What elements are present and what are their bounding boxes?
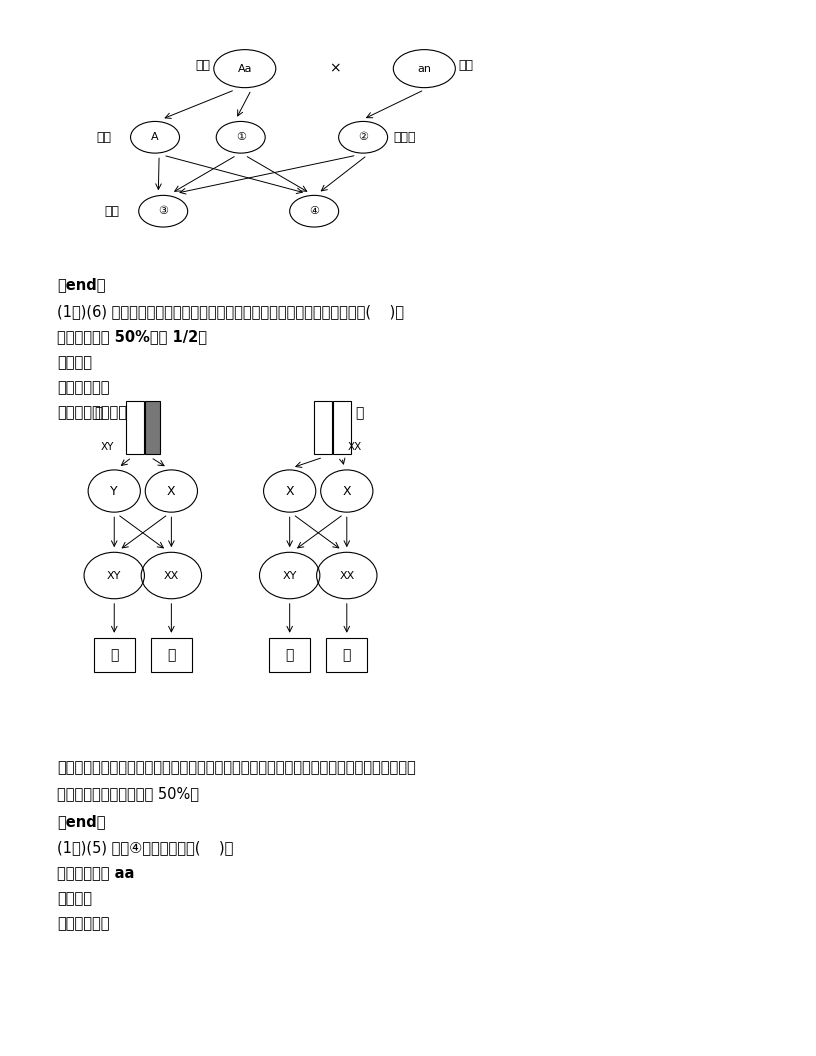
Text: 女: 女 [356, 406, 364, 420]
Text: 【标准答案】 aa: 【标准答案】 aa [57, 866, 135, 881]
Text: 个孩子，是女孩的概率是 50%。: 个孩子，是女孩的概率是 50%。 [57, 786, 199, 800]
FancyBboxPatch shape [314, 401, 332, 454]
Text: ②: ② [358, 132, 368, 143]
Text: XY: XY [107, 570, 122, 581]
FancyBboxPatch shape [269, 638, 310, 672]
Text: 从图中也可以看出每次生男生女的概率是相等的。因此该对夫妇已生育了两个男孩，再生育一: 从图中也可以看出每次生男生女的概率是相等的。因此该对夫妇已生育了两个男孩，再生育… [57, 760, 416, 775]
Text: 【解析】: 【解析】 [57, 891, 92, 906]
Text: 女: 女 [167, 647, 175, 662]
Text: 【参考答案】 50%（或 1/2）: 【参考答案】 50%（或 1/2） [57, 329, 207, 344]
Text: 【解析】: 【解析】 [57, 355, 92, 370]
Text: 卵细胞: 卵细胞 [393, 131, 416, 144]
Text: ×: × [329, 61, 340, 76]
Text: X: X [343, 485, 351, 497]
Text: 【end】: 【end】 [57, 814, 105, 829]
Text: (1分)(5) 子女④的基因组成是(    )。: (1分)(5) 子女④的基因组成是( )。 [57, 841, 233, 855]
Text: 妻子: 妻子 [459, 59, 473, 72]
Text: Aa: Aa [237, 63, 252, 74]
Text: ①: ① [236, 132, 246, 143]
Text: 女: 女 [343, 647, 351, 662]
FancyBboxPatch shape [333, 401, 351, 454]
Text: A: A [151, 132, 159, 143]
Text: 男: 男 [94, 406, 102, 420]
FancyBboxPatch shape [94, 638, 135, 672]
Text: X: X [167, 485, 175, 497]
Text: 丈夫: 丈夫 [196, 59, 211, 72]
Text: 【解题过程】: 【解题过程】 [57, 917, 109, 931]
Text: ③: ③ [158, 206, 168, 216]
Text: Y: Y [110, 485, 118, 497]
Text: 【end】: 【end】 [57, 277, 105, 291]
FancyBboxPatch shape [326, 638, 367, 672]
Text: XX: XX [348, 441, 361, 452]
Text: XX: XX [164, 570, 179, 581]
Text: 男: 男 [286, 647, 294, 662]
FancyBboxPatch shape [145, 401, 160, 454]
Text: XY: XY [100, 441, 113, 452]
Text: XX: XX [339, 570, 354, 581]
Text: 男: 男 [110, 647, 118, 662]
FancyBboxPatch shape [126, 401, 144, 454]
Text: an: an [417, 63, 432, 74]
Text: 精子: 精子 [96, 131, 111, 144]
FancyBboxPatch shape [151, 638, 192, 672]
Text: XY: XY [282, 570, 297, 581]
Text: ④: ④ [309, 206, 319, 216]
Text: 【解题过程】: 【解题过程】 [57, 380, 109, 395]
Text: 人的性别遗传如图：: 人的性别遗传如图： [57, 406, 136, 420]
Text: X: X [286, 485, 294, 497]
Text: 子女: 子女 [104, 205, 119, 218]
Text: (1分)(6) 这对夫妇已生育了两个男孩，若再生育一个孩子，是女孩的概率为(    )。: (1分)(6) 这对夫妇已生育了两个男孩，若再生育一个孩子，是女孩的概率为( )… [57, 304, 404, 319]
